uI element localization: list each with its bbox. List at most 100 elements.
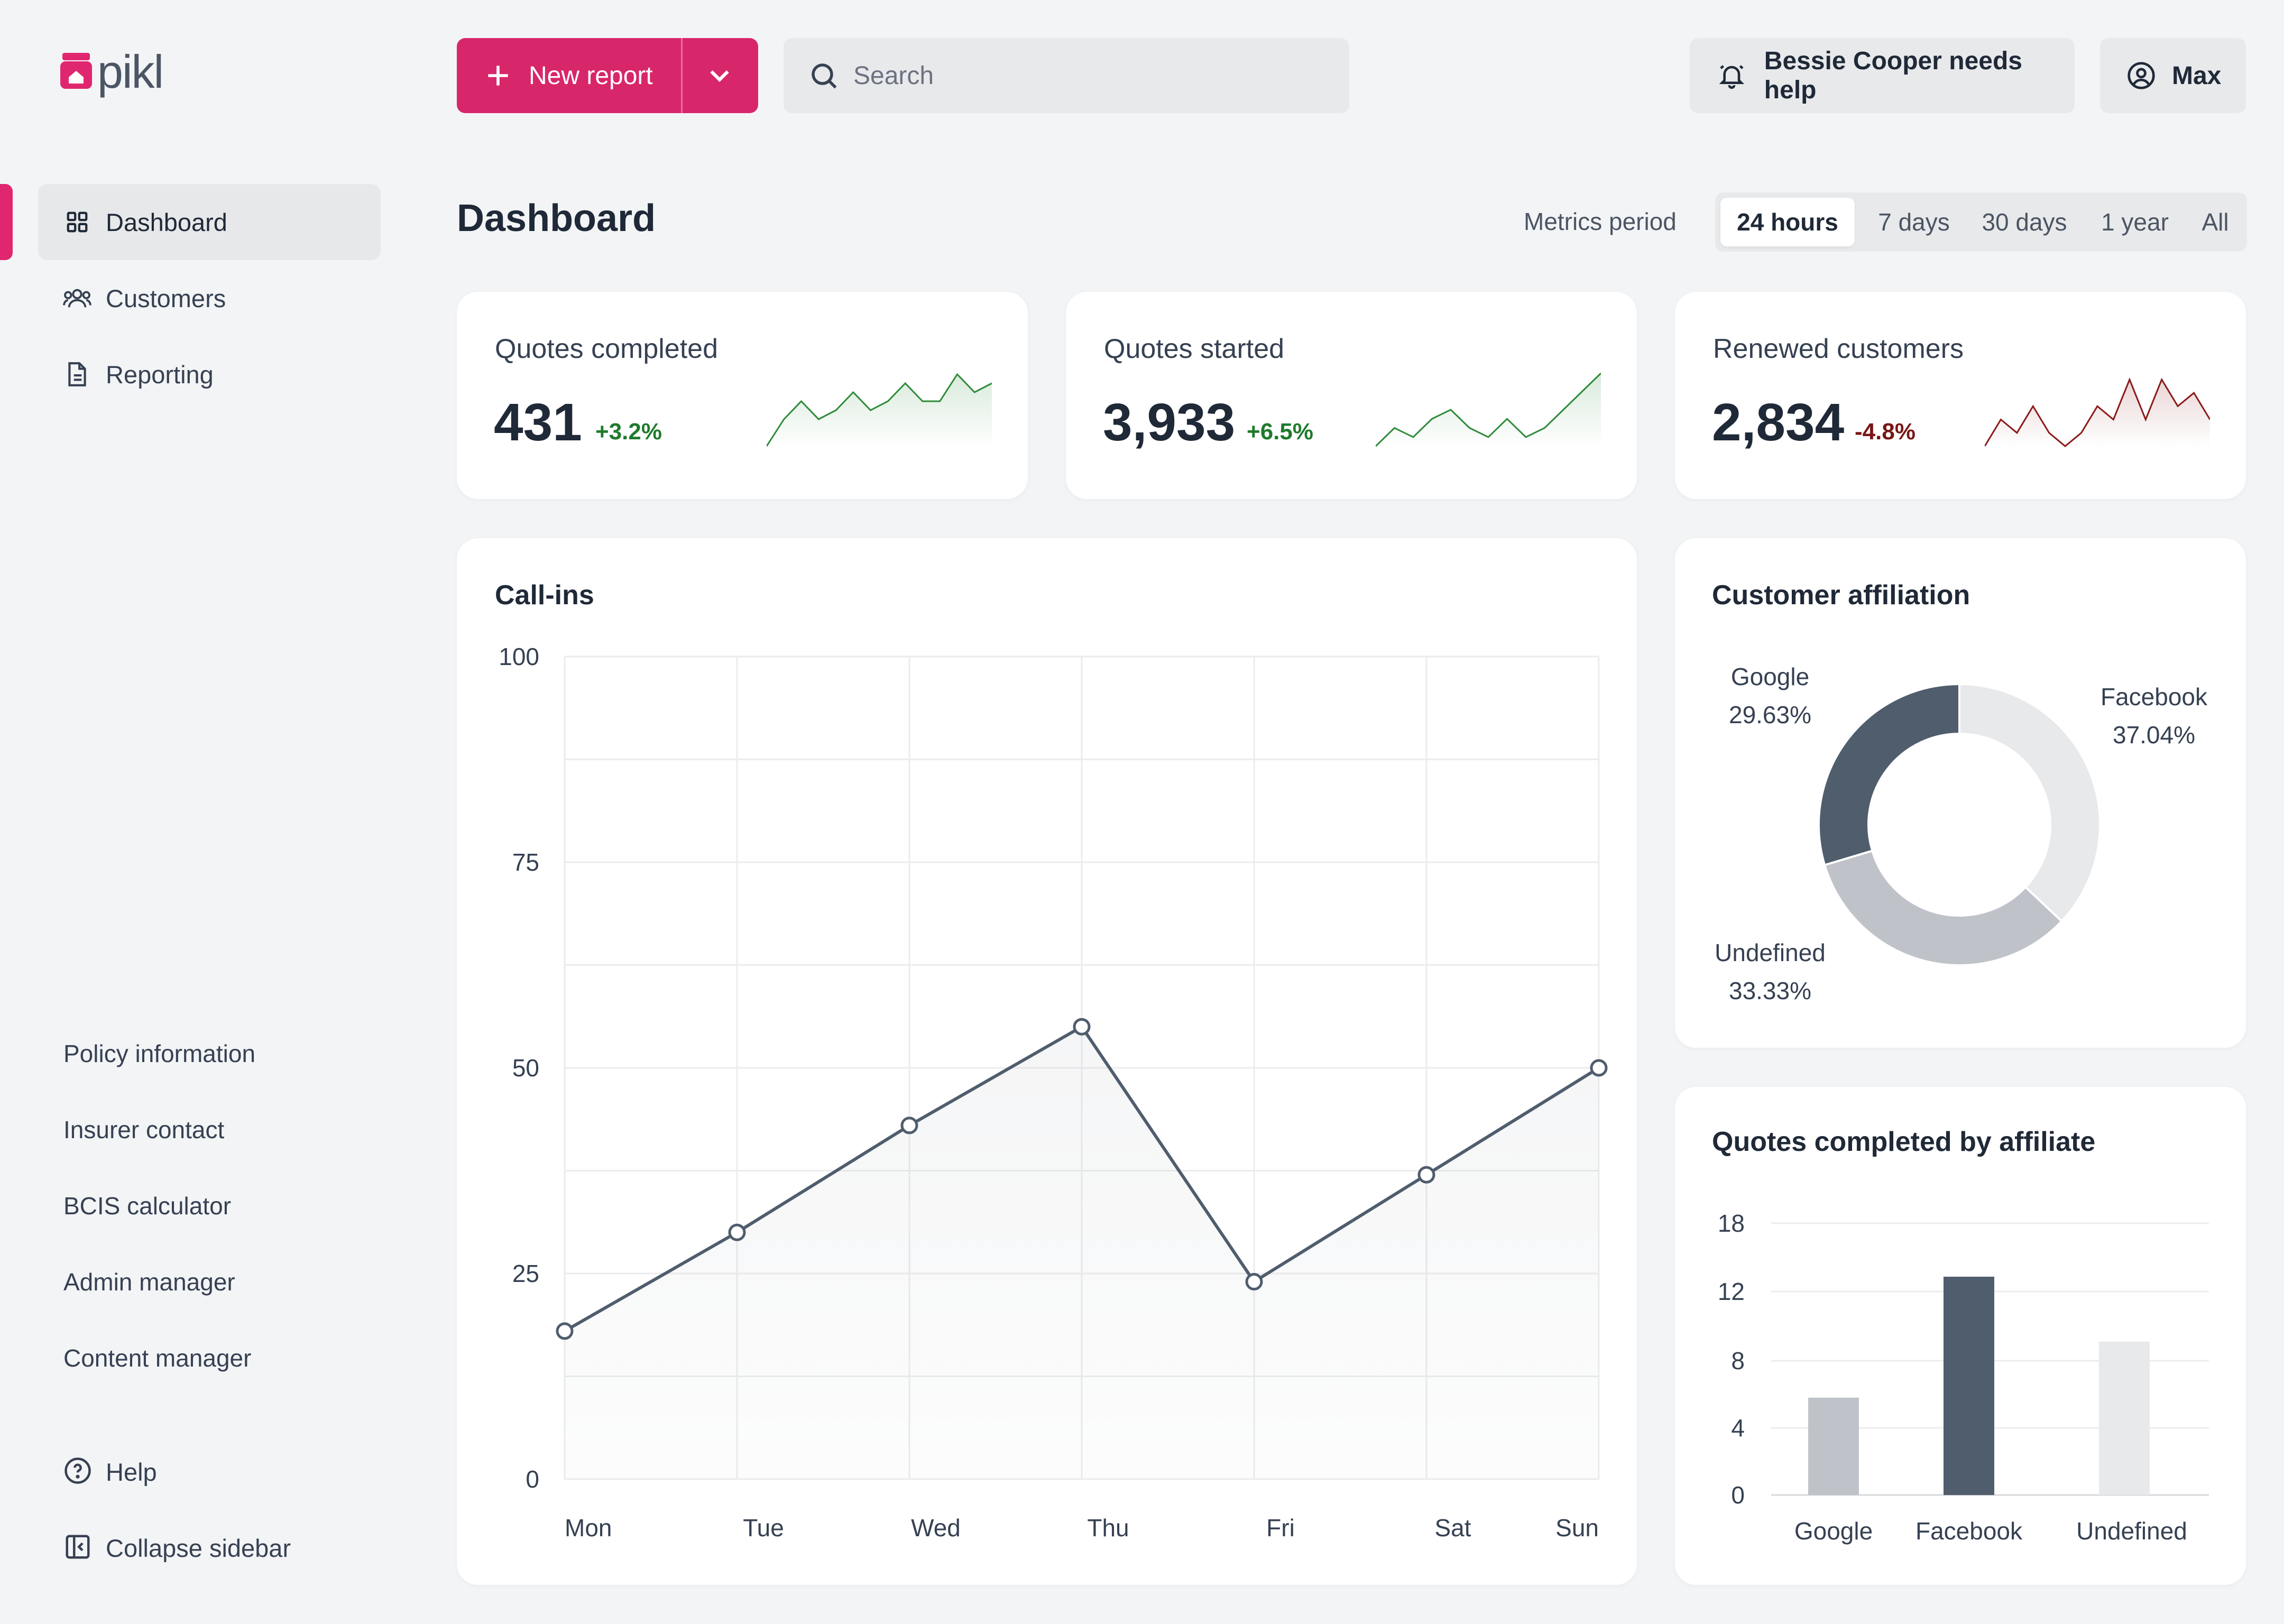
slice-value-label: 33.33% [1729, 977, 1811, 1004]
document-icon [62, 359, 92, 389]
sidebar-link-bcis-calculator[interactable]: BCIS calculator [63, 1192, 232, 1220]
slice-label: Undefined [1715, 939, 1826, 966]
help-icon [63, 1456, 92, 1488]
call-ins-card: Call-ins 0 25 50 75 100 Mon Tue Wed Thu Fri Sat Sun [457, 538, 1637, 1585]
user-menu-button[interactable]: Max [2100, 38, 2246, 113]
new-report-button[interactable]: New report [457, 38, 758, 113]
sidebar-item-label: Reporting [106, 360, 214, 389]
sparkline-line [767, 373, 992, 447]
kpi-sparkline [1985, 377, 2210, 447]
sparkline-line [1985, 377, 2210, 447]
sidebar-link-admin-manager[interactable]: Admin manager [63, 1268, 235, 1296]
collapse-sidebar-button[interactable]: Collapse sidebar [63, 1527, 291, 1569]
chart-title: Quotes completed by affiliate [1712, 1127, 2096, 1157]
data-point[interactable] [1417, 1166, 1435, 1184]
customer-affiliation-donut: Facebook 37.04% Undefined 33.33% Google 29.63… [1715, 663, 2208, 1004]
kpi-value: 2,834 [1712, 393, 1845, 452]
kpi-sparkline [767, 373, 992, 447]
period-option-1-year[interactable]: 1 year [2101, 208, 2169, 236]
sparkline-line [1376, 372, 1601, 447]
sidebar-item-dashboard[interactable]: Dashboard [38, 184, 381, 260]
y-tick-label: 25 [512, 1260, 539, 1287]
kpi-card-quotes-started: Quotes started 3,933 +6.5% [1066, 292, 1637, 499]
x-tick-label: Mon [565, 1514, 612, 1542]
notification-button[interactable]: Bessie Cooper needs help [1690, 38, 2075, 113]
user-circle-icon [2128, 62, 2155, 89]
kpi-delta: +3.2% [595, 419, 662, 445]
kpi-title: Quotes started [1104, 334, 1285, 364]
period-selector: 24 hours 7 days 30 days 1 year All [1715, 192, 2247, 252]
pie-slice-facebook[interactable] [1958, 682, 2101, 923]
kpi-card-quotes-completed: Quotes completed 431 +3.2% [457, 292, 1028, 499]
slice-label: Facebook [2101, 683, 2208, 710]
period-option-24-hours[interactable]: 24 hours [1720, 198, 1855, 246]
y-tick-label: 0 [1731, 1481, 1745, 1509]
bar-google[interactable] [1808, 1397, 1859, 1495]
y-tick-label: 4 [1731, 1414, 1745, 1442]
customer-affiliation-card: Customer affiliation Facebook 37.04% Undef… [1675, 538, 2246, 1048]
kpi-delta: -4.8% [1855, 419, 1915, 445]
plus-icon [488, 66, 508, 86]
y-tick-label: 75 [512, 848, 539, 876]
period-option-30-days[interactable]: 30 days [1982, 208, 2067, 236]
data-point[interactable] [900, 1116, 918, 1134]
kpi-delta: +6.5% [1247, 419, 1313, 445]
kpi-value: 3,933 [1103, 393, 1236, 452]
sidebar-item-customers[interactable]: Customers [38, 260, 381, 336]
quotes-by-affiliate-card: Quotes completed by affiliate 0 4 8 12 18 Goo… [1675, 1087, 2246, 1585]
slice-value-label: 29.63% [1729, 701, 1811, 728]
bar-undefined[interactable] [2099, 1341, 2150, 1495]
search-bar[interactable] [784, 38, 1349, 113]
notification-label: Bessie Cooper needs help [1764, 47, 2022, 104]
slice-value-label: 37.04% [2113, 721, 2195, 749]
slice-label: Google [1731, 663, 1809, 690]
series-area [565, 1027, 1599, 1479]
logo-icon [60, 53, 92, 89]
grid-icon [62, 207, 92, 237]
search-input[interactable] [852, 60, 1320, 91]
user-name: Max [2172, 61, 2222, 90]
chevron-down-icon[interactable] [703, 59, 736, 92]
bell-icon [1719, 65, 1745, 89]
sidebar-link-insurer-contact[interactable]: Insurer contact [63, 1116, 225, 1143]
search-icon [812, 63, 837, 89]
page-title: Dashboard [457, 197, 656, 239]
new-report-label: New report [529, 61, 653, 90]
x-tick-label: Google [1794, 1517, 1873, 1545]
data-point[interactable] [556, 1322, 574, 1340]
data-point[interactable] [1590, 1059, 1608, 1077]
pie-slice-undefined[interactable] [1823, 849, 2064, 966]
sidebar-link-policy-information[interactable]: Policy information [63, 1040, 256, 1067]
quotes-by-affiliate-bar-chart: 0 4 8 12 18 Google Facebook Undefined [1718, 1210, 2209, 1545]
x-tick-label: Facebook [1915, 1517, 2023, 1545]
sidebar-link-content-manager[interactable]: Content manager [63, 1344, 252, 1372]
data-point[interactable] [728, 1223, 746, 1241]
x-tick-label: Sat [1434, 1514, 1471, 1542]
period-option-all[interactable]: All [2202, 208, 2229, 236]
help-button[interactable]: Help [63, 1451, 157, 1493]
sidebar-item-reporting[interactable]: Reporting [38, 336, 381, 412]
x-tick-label: Thu [1087, 1514, 1129, 1542]
data-point[interactable] [1073, 1018, 1091, 1036]
users-icon [62, 283, 92, 313]
active-nav-indicator [0, 184, 13, 260]
data-point[interactable] [1245, 1273, 1263, 1291]
x-tick-label: Tue [743, 1514, 784, 1542]
logo-text: pikl [97, 45, 164, 98]
metrics-period-label: Metrics period [1524, 208, 1677, 235]
y-tick-label: 100 [499, 643, 539, 670]
sparkline-area [767, 374, 992, 447]
pie-slice-google[interactable] [1818, 682, 1960, 866]
kpi-sparkline [1376, 372, 1601, 447]
y-tick-label: 8 [1731, 1347, 1745, 1374]
collapse-sidebar-label: Collapse sidebar [106, 1534, 291, 1562]
x-tick-label: Fri [1266, 1514, 1295, 1542]
sidebar-item-label: Dashboard [106, 208, 227, 236]
app-logo[interactable]: pikl [59, 45, 164, 98]
collapse-sidebar-icon [63, 1533, 92, 1564]
y-tick-label: 12 [1718, 1278, 1745, 1305]
period-option-7-days[interactable]: 7 days [1878, 208, 1950, 236]
sidebar-item-label: Customers [106, 284, 226, 312]
bar-facebook[interactable] [1944, 1277, 1994, 1495]
kpi-value: 431 [494, 393, 582, 452]
